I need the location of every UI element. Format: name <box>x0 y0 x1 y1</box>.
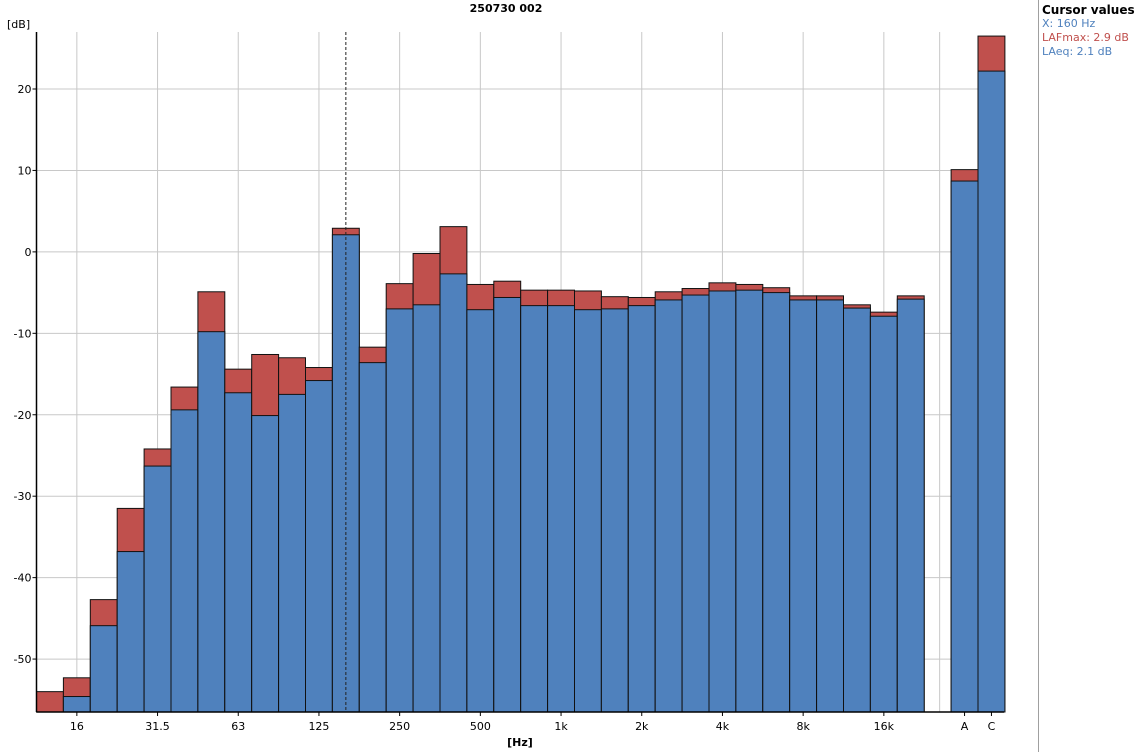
cursor-values-panel: Cursor values X: 160 Hz LAFmax: 2.9 dB L… <box>1038 0 1141 752</box>
x-tick-label: 250 <box>389 720 410 733</box>
laeq-bar <box>600 308 629 713</box>
y-tick-label: 0 <box>25 246 32 259</box>
laeq-bar <box>439 273 468 713</box>
x-tick-label: 16k <box>874 720 895 733</box>
y-tick-label: -20 <box>14 409 32 422</box>
laeq-bar <box>305 380 333 713</box>
laeq-bar <box>574 309 602 713</box>
laeq-bar <box>116 551 145 713</box>
y-tick-label: -50 <box>14 653 32 666</box>
laeq-bar <box>869 315 898 713</box>
y-axis-label: [dB] <box>7 18 30 31</box>
x-tick-label: 31.5 <box>145 720 170 733</box>
laeq-bar <box>493 296 522 713</box>
laeq-bar <box>816 299 844 713</box>
x-tick-label: 2k <box>635 720 649 733</box>
cursor-laeq-value: LAeq: 2.1 dB <box>1042 45 1113 58</box>
y-tick-label: 20 <box>18 83 32 96</box>
x-tick-label: 4k <box>716 720 730 733</box>
cursor-lafmax-value: LAFmax: 2.9 dB <box>1042 31 1129 44</box>
laeq-bar <box>224 392 253 713</box>
cursor-x-value: X: 160 Hz <box>1042 17 1096 30</box>
laeq-bar <box>520 305 549 713</box>
laeq-bar <box>385 308 414 713</box>
laeq-bar <box>843 307 871 713</box>
y-tick-label: -40 <box>14 572 32 585</box>
x-tick-label: 8k <box>796 720 810 733</box>
laeq-bar <box>896 298 925 713</box>
laeq-bar <box>762 292 791 713</box>
laeq-bar <box>278 393 307 713</box>
laeq-bar <box>708 290 737 713</box>
x-tick-label: C <box>988 720 996 733</box>
cursor-values-header: Cursor values <box>1042 3 1135 17</box>
laeq-bar <box>950 180 979 713</box>
laeq-bar <box>681 294 710 713</box>
laeq-bar <box>977 70 1006 713</box>
y-tick-label: 10 <box>18 164 32 177</box>
laeq-bar <box>654 299 683 713</box>
laeq-bar <box>466 309 495 713</box>
laeq-bar <box>197 331 226 713</box>
laeq-bar <box>62 696 91 713</box>
chart-title: 250730 002 <box>469 2 543 15</box>
laeq-bar <box>789 299 818 713</box>
lafmax-bar <box>36 691 64 713</box>
y-tick-label: -10 <box>14 327 32 340</box>
x-axis-label: [Hz] <box>507 736 533 749</box>
laeq-bar <box>89 625 118 713</box>
x-tick-label: 125 <box>308 720 329 733</box>
laeq-bar <box>170 409 199 713</box>
laeq-bar <box>412 304 441 713</box>
laeq-bar <box>358 362 387 713</box>
spectrum-chart[interactable]: 20 10 0 -10 -20 -30 -40 -50 16 31.5 63 125 250 500 1k 2… <box>0 0 1038 752</box>
x-tick-label: 500 <box>470 720 491 733</box>
laeq-bar <box>627 305 656 713</box>
laeq-bar <box>547 305 575 713</box>
y-tick-label: -30 <box>14 490 32 503</box>
x-tick-label: A <box>961 720 969 733</box>
laeq-bar <box>735 289 764 713</box>
x-tick-label: 16 <box>70 720 84 733</box>
x-tick-label: 63 <box>231 720 245 733</box>
laeq-bar <box>251 415 280 713</box>
laeq-bar <box>143 465 172 713</box>
x-tick-label: 1k <box>554 720 568 733</box>
